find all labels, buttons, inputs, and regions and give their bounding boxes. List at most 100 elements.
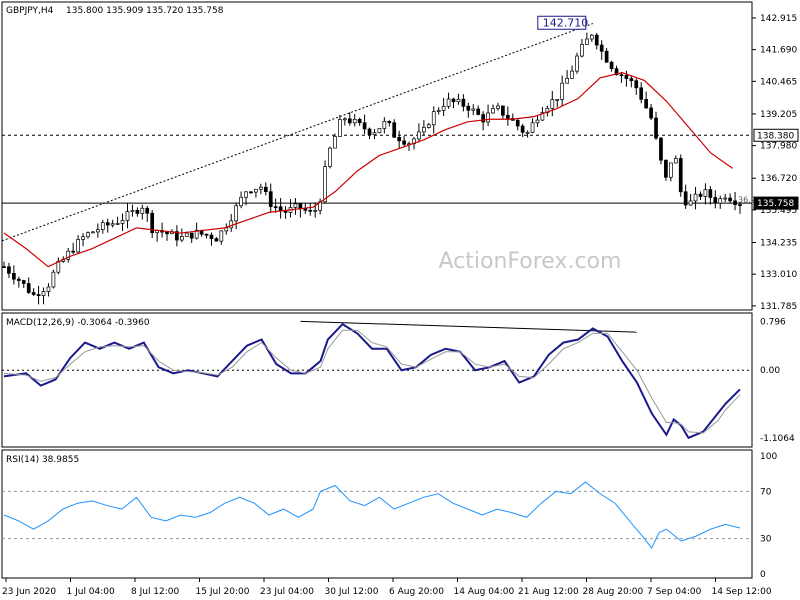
candle-body bbox=[530, 122, 535, 133]
candle-body bbox=[570, 70, 574, 79]
candle-body bbox=[515, 119, 520, 127]
candle-body bbox=[21, 280, 26, 284]
candle-body bbox=[263, 186, 268, 193]
candle-body bbox=[466, 105, 471, 111]
macd-ytick-label: 0.00 bbox=[760, 366, 780, 376]
candle-body bbox=[357, 119, 362, 124]
candle-body bbox=[278, 206, 283, 211]
candle-body bbox=[481, 114, 485, 123]
x-tick-label: 23 Jun 2020 bbox=[2, 587, 56, 597]
candle-body bbox=[683, 191, 688, 206]
candle-body bbox=[589, 34, 594, 40]
candle-body bbox=[614, 68, 619, 76]
candle-body bbox=[604, 50, 609, 63]
candle-body bbox=[491, 108, 495, 114]
candle-body bbox=[392, 122, 397, 138]
candle-body bbox=[550, 99, 555, 109]
candle-body bbox=[12, 272, 16, 280]
peak-annotation-label: 142.710 bbox=[543, 16, 589, 29]
candle-body bbox=[338, 119, 342, 137]
candle-body bbox=[461, 98, 466, 107]
candle-body bbox=[654, 117, 658, 139]
candle-body bbox=[214, 238, 219, 242]
candle-body bbox=[441, 105, 446, 111]
candle-body bbox=[580, 44, 584, 57]
rsi-series-group bbox=[2, 481, 752, 549]
candle-body bbox=[342, 118, 347, 121]
candle-body bbox=[397, 136, 402, 142]
candle-body bbox=[234, 205, 239, 222]
candle-body bbox=[41, 291, 46, 296]
candle-body bbox=[698, 193, 703, 197]
moving-average-line bbox=[3, 72, 733, 268]
candle-body bbox=[693, 193, 698, 202]
macd-line bbox=[3, 322, 741, 440]
candle-body bbox=[150, 212, 155, 234]
macd-panel-frame bbox=[1, 312, 753, 448]
candle-body bbox=[184, 232, 189, 237]
candle-body bbox=[26, 283, 31, 293]
candle-body bbox=[352, 119, 357, 124]
ohlc-label: 135.800 135.909 135.720 135.758 bbox=[66, 6, 224, 16]
candle-body bbox=[100, 222, 105, 230]
candle-body bbox=[659, 137, 663, 161]
candle-body bbox=[501, 105, 505, 116]
rsi-panel-frame bbox=[1, 449, 753, 579]
x-tick-label: 28 Aug 20:00 bbox=[583, 587, 644, 597]
candle-body bbox=[347, 118, 352, 124]
candle-body bbox=[565, 78, 569, 84]
candle-body bbox=[713, 197, 718, 204]
candle-body bbox=[728, 197, 732, 202]
candle-body bbox=[535, 119, 540, 124]
candle-body bbox=[377, 128, 382, 134]
candle-body bbox=[175, 231, 179, 241]
candle-body bbox=[323, 166, 327, 203]
candle-body bbox=[609, 61, 614, 70]
candle-body bbox=[254, 188, 258, 193]
candle-body bbox=[471, 108, 476, 111]
rsi-ytick-label: 0 bbox=[760, 570, 766, 580]
candle-body bbox=[545, 107, 550, 113]
candle-body bbox=[244, 191, 248, 198]
candle-body bbox=[664, 159, 668, 178]
candle-body bbox=[51, 271, 56, 288]
rsi-ytick-label: 30 bbox=[760, 535, 772, 545]
price-ytick-label: 136.720 bbox=[760, 174, 797, 184]
candle-body bbox=[422, 127, 426, 133]
candle-body bbox=[703, 189, 708, 197]
candle-body bbox=[219, 230, 224, 242]
candle-body bbox=[135, 210, 140, 214]
rsi-ytick-label: 70 bbox=[760, 487, 772, 497]
candle-body bbox=[634, 80, 639, 89]
macd-series-group bbox=[2, 320, 752, 440]
candle-body bbox=[520, 125, 525, 133]
candle-body bbox=[585, 38, 589, 45]
candle-body bbox=[649, 107, 653, 119]
price-ytick-label: 135.495 bbox=[760, 206, 797, 216]
candle-body bbox=[575, 55, 579, 72]
candle-body bbox=[71, 250, 76, 253]
candle-body bbox=[599, 44, 604, 52]
uptrend-line bbox=[1, 23, 593, 242]
axes-group: 142.915 141.690 140.465 139.205 137.980 136.7… bbox=[2, 14, 799, 597]
candle-body bbox=[619, 74, 624, 77]
candle-body bbox=[209, 234, 214, 239]
x-tick-label: 14 Sep 12:00 bbox=[712, 587, 772, 597]
candle-body bbox=[367, 128, 372, 135]
candle-body bbox=[145, 207, 150, 214]
price-panel-frame bbox=[1, 1, 753, 311]
candle-body bbox=[446, 98, 451, 107]
price-ytick-label: 140.465 bbox=[760, 77, 797, 87]
candle-body bbox=[66, 250, 71, 260]
price-ytick-label: 134.235 bbox=[760, 238, 797, 248]
candle-body bbox=[165, 231, 169, 235]
candle-body bbox=[476, 108, 481, 115]
candle-body bbox=[624, 75, 629, 79]
candle-body bbox=[16, 278, 21, 281]
candle-body bbox=[259, 186, 263, 190]
candle-body bbox=[76, 239, 80, 253]
candle-body bbox=[120, 220, 125, 224]
price-ytick-label: 133.010 bbox=[760, 270, 797, 280]
x-tick-label: 21 Aug 12:00 bbox=[518, 587, 579, 597]
candle-body bbox=[387, 120, 392, 124]
